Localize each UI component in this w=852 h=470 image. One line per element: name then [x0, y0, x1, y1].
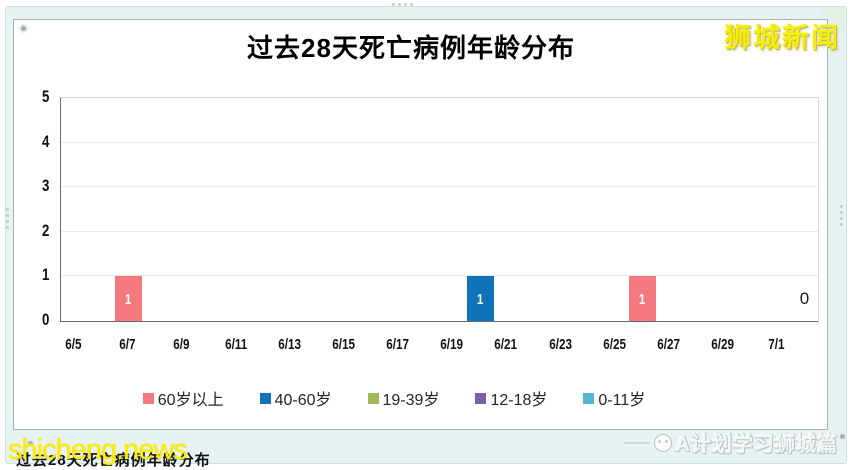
emoji-face-icon	[653, 433, 672, 452]
x-axis-tick-label: 6/29	[710, 336, 734, 353]
page-curl-decoration	[819, 7, 845, 33]
y-axis-tick-label: 1	[41, 265, 49, 285]
legend-swatch-icon	[142, 392, 154, 404]
x-axis-tick-label: 6/9	[173, 336, 190, 353]
left-perforation-dots	[6, 208, 9, 229]
chart-bar-6/26: 1	[628, 276, 656, 321]
chart-title: 过去28天死亡病例年龄分布	[247, 33, 575, 63]
legend-swatch-icon	[367, 392, 379, 404]
legend-label: 0-11岁	[598, 392, 646, 409]
x-axis-tick-label: 6/11	[224, 336, 247, 353]
x-axis-tick-label: 6/21	[494, 336, 518, 353]
x-axis-tick-label: 6/5	[65, 336, 82, 353]
caption-text: 过去28天死亡病例年龄分布	[16, 452, 211, 469]
chart-bar-6/7: 1	[115, 276, 143, 321]
legend-item: 60岁以上	[142, 386, 224, 410]
legend-label: 40-60岁	[274, 392, 332, 409]
channel-watermark: A计划学习狮城篇	[623, 428, 838, 457]
x-axis-tick-label: 6/13	[278, 336, 302, 353]
gridline	[61, 230, 818, 232]
chart-bar-6/20: 1	[466, 276, 494, 321]
bar-value-label: 1	[125, 291, 132, 308]
legend-label: 19-39岁	[382, 392, 440, 409]
right-perforation-dots	[840, 205, 843, 226]
x-axis-tick-label: 7/1	[768, 336, 785, 353]
site-url-watermark: shicheng.news	[8, 434, 188, 466]
legend-swatch-icon	[475, 392, 487, 404]
zero-value-label: 0	[799, 289, 810, 308]
corner-screw-icon	[840, 434, 845, 439]
bar-value-label: 1	[476, 291, 484, 308]
chart-legend: 60岁以上 40-60岁 19-39岁 12-18岁 0-11岁	[0, 386, 820, 410]
legend-swatch-icon	[583, 392, 595, 404]
top-perforation-dots	[392, 3, 413, 6]
y-axis-tick-label: 4	[41, 131, 49, 151]
legend-item: 40-60岁	[259, 386, 332, 410]
x-axis-tick-label: 6/15	[332, 336, 356, 353]
bar-value-label: 1	[639, 291, 646, 308]
gridline	[61, 141, 818, 143]
x-axis-tick-label: 6/19	[440, 336, 464, 353]
corner-screw-icon	[28, 441, 33, 446]
corner-screw-icon	[21, 26, 26, 31]
plot-area: 1 1 1 0	[60, 97, 819, 322]
y-axis-tick-label: 0	[41, 310, 49, 329]
legend-item: 0-11岁	[583, 386, 645, 410]
y-axis-tick-label: 2	[41, 220, 49, 240]
legend-item: 19-39岁	[367, 386, 440, 410]
legend-item: 12-18岁	[475, 386, 547, 410]
channel-watermark-label: A计划学习狮城篇	[675, 434, 838, 456]
x-axis-tick-label: 6/25	[602, 336, 626, 353]
gridline	[61, 275, 818, 277]
x-axis-tick-label: 6/23	[548, 336, 572, 353]
legend-swatch-icon	[259, 392, 271, 404]
x-axis: 6/5 6/7 6/9 6/11 6/13 6/15 6/17 6/19 6/21 6/23 6/2…	[60, 336, 817, 356]
legend-label: 12-18岁	[490, 392, 548, 409]
x-axis-tick-label: 6/17	[386, 336, 410, 353]
y-axis-tick-label: 5	[41, 87, 49, 106]
site-logo-watermark: 狮城新闻	[724, 23, 840, 53]
gridline	[61, 186, 818, 188]
x-axis-tick-label: 6/7	[119, 336, 136, 353]
divider	[623, 441, 650, 444]
x-axis-tick-label: 6/27	[656, 336, 680, 353]
y-axis-tick-label: 3	[41, 176, 49, 196]
y-axis: 0 1 2 3 4 5	[28, 87, 54, 329]
legend-label: 60岁以上	[157, 392, 224, 409]
